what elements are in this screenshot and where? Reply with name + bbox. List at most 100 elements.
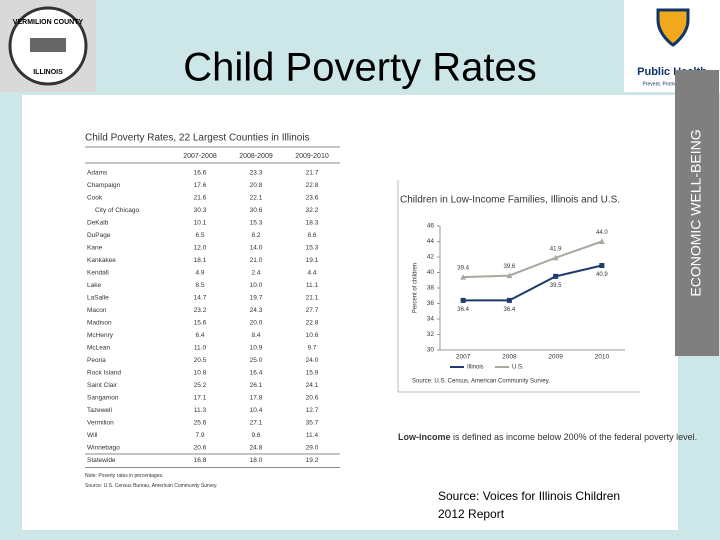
definition: Low-income is defined as income below 20… (398, 432, 697, 442)
point (460, 274, 467, 280)
cell: 9.7 (307, 345, 316, 352)
cell: 20.6 (194, 445, 207, 452)
row-label: Kendall (87, 270, 109, 277)
cell: 15.3 (250, 220, 263, 227)
y-tick-label: 38 (427, 285, 435, 292)
cell: 23.6 (306, 195, 319, 202)
cell: 21.7 (306, 170, 319, 177)
cell: 24.1 (306, 382, 319, 389)
row-label: Tazewell (87, 407, 112, 414)
cell: 16.6 (194, 170, 207, 177)
point (553, 273, 559, 279)
health-shield (656, 8, 690, 47)
cell: 11.4 (306, 432, 319, 439)
seal-text: VERMILION COUNTY (13, 19, 84, 26)
content-panel (22, 95, 678, 530)
point (598, 238, 605, 244)
x-tick-label: 2009 (548, 354, 563, 361)
cell: 19.2 (306, 457, 319, 464)
y-tick-label: 46 (427, 223, 435, 230)
cell: 11.1 (306, 282, 319, 289)
row-label: Will (87, 432, 98, 439)
cell: 15.6 (194, 320, 207, 327)
cell: 24.0 (306, 357, 319, 364)
data-label: 41.9 (550, 246, 562, 252)
series-line (463, 240, 603, 279)
cell: 25.6 (194, 420, 207, 427)
cell: 30.6 (250, 207, 263, 214)
y-tick-label: 36 (427, 300, 435, 307)
cell: 4.4 (307, 270, 316, 277)
cell: 22.1 (250, 195, 263, 202)
slide-title: Child Poverty Rates (183, 46, 536, 90)
cell: 11.3 (194, 407, 207, 414)
side-banner (675, 70, 719, 356)
cell: 16.4 (250, 370, 263, 377)
cell: 18.1 (194, 257, 207, 264)
cell: 17.8 (250, 395, 263, 402)
cell: 24.8 (250, 445, 263, 452)
table-title: Child Poverty Rates, 22 Largest Counties… (85, 133, 310, 144)
data-label: 39.6 (504, 264, 516, 270)
y-tick-label: 32 (427, 331, 435, 338)
series-line (463, 264, 603, 302)
table-note: Source: U.S. Census Bureau, American Com… (85, 483, 217, 489)
data-label: 44.0 (596, 230, 608, 236)
point (506, 272, 513, 279)
cell: 22.8 (306, 320, 319, 327)
cell: 22.8 (306, 182, 319, 189)
data-label: 39.5 (550, 283, 562, 289)
row-label: McLean (87, 345, 111, 352)
row-label: Madison (87, 320, 112, 327)
cell: 35.7 (306, 420, 319, 427)
cell: 26.1 (250, 382, 263, 389)
x-tick-label: 2008 (502, 354, 517, 361)
cell: 32.2 (306, 207, 319, 214)
cell: 27.7 (306, 307, 319, 314)
cell: 23.2 (194, 307, 207, 314)
cell: 8.6 (307, 232, 316, 239)
cell: 10.9 (250, 345, 263, 352)
cell: 14.7 (194, 295, 207, 302)
cell: 19.1 (306, 257, 319, 264)
y-tick-label: 34 (427, 316, 435, 323)
cell: 10.6 (306, 332, 319, 339)
cell: 18.0 (250, 457, 263, 464)
cell: 24.3 (250, 307, 263, 314)
data-label: 36.4 (457, 307, 469, 313)
point (552, 254, 559, 261)
cell: 17.6 (194, 182, 207, 189)
banner-text: ECONOMIC WELL-BEING (688, 129, 704, 296)
row-label: City of Chicago (95, 207, 139, 214)
row-label: Macon (87, 307, 107, 314)
row-label: Winnebago (87, 445, 120, 452)
cell: 27.1 (250, 420, 263, 427)
chart-title: Children in Low-Income Families, Illinoi… (400, 195, 620, 206)
row-label: Adams (87, 170, 108, 177)
cell: 20.8 (250, 182, 263, 189)
cell: 10.1 (194, 220, 207, 227)
cell: 7.9 (195, 432, 204, 439)
cell: 15.9 (306, 370, 319, 377)
y-tick-label: 44 (427, 238, 435, 245)
cell: 4.9 (195, 270, 204, 277)
row-label: Lake (87, 282, 101, 289)
y-tick-label: 40 (427, 269, 435, 276)
row-label: DeKalb (87, 220, 109, 227)
legend-label: U.S. (512, 365, 524, 371)
column-header: 2008-2009 (239, 153, 273, 160)
row-label: Champaign (87, 182, 121, 189)
data-label: 40.9 (596, 272, 608, 278)
point (599, 263, 605, 269)
cell: 20.0 (250, 320, 263, 327)
chart-source: Source: U.S. Census, American Community … (412, 379, 550, 385)
cell: 15.3 (306, 245, 319, 252)
data-label: 36.4 (504, 307, 516, 313)
cell: 23.3 (250, 170, 263, 177)
row-label: Kane (87, 245, 103, 252)
cell: 16.8 (194, 457, 207, 464)
cell: 14.0 (250, 245, 263, 252)
row-label: Vermilion (87, 420, 114, 427)
source-note: Source: Voices for Illinois Children (438, 489, 620, 503)
